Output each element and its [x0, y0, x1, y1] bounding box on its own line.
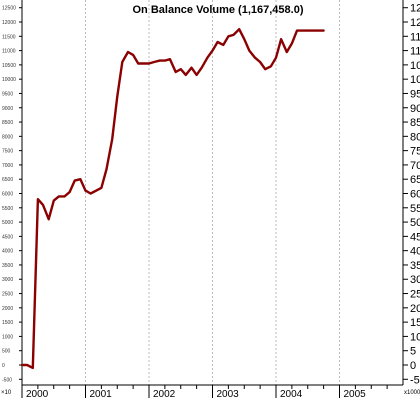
left-tick-label: 5000 [2, 220, 13, 226]
right-tick-label: 40 [410, 246, 420, 258]
right-axis-ticks: 1251201151101051009590858075706560555045… [403, 3, 420, 386]
left-tick-label: 8500 [2, 120, 13, 126]
chart-title: On Balance Volume (1,167,458.0) [133, 4, 304, 16]
left-tick-label: 9500 [2, 91, 13, 97]
left-tick-label: 12000 [2, 20, 16, 26]
left-tick-label: 7500 [2, 149, 13, 155]
right-tick-label: 90 [410, 103, 420, 115]
right-axis-unit: x1000 [404, 390, 420, 396]
left-tick-label: 5500 [2, 206, 13, 212]
right-tick-label: 20 [410, 303, 420, 315]
right-tick-label: 75 [410, 146, 420, 158]
right-tick-label: -5 [410, 374, 420, 386]
left-tick-label: 8000 [2, 134, 13, 140]
x-tick-label-2000: 2000 [26, 389, 49, 400]
right-tick-label: 55 [410, 203, 420, 215]
right-tick-label: 80 [410, 131, 420, 143]
x-tick-label-2005: 2005 [344, 389, 367, 400]
left-tick-label: 4500 [2, 234, 13, 240]
right-tick-label: 35 [410, 260, 420, 272]
right-tick-label: 115 [410, 31, 420, 43]
right-tick-label: 50 [410, 217, 420, 229]
right-tick-label: 125 [410, 3, 420, 15]
x-tick-label-2002: 2002 [153, 389, 176, 400]
left-tick-label: 12500 [2, 6, 16, 12]
right-tick-label: 65 [410, 174, 420, 186]
x-tick-label-2001: 2001 [90, 389, 113, 400]
right-tick-label: 95 [410, 88, 420, 100]
left-tick-label: 10000 [2, 77, 16, 83]
right-tick-label: 100 [410, 74, 420, 86]
x-tick-label-2004: 2004 [280, 389, 303, 400]
left-tick-label: 0 [2, 363, 5, 369]
left-axis-unit: ×10 [1, 390, 12, 396]
right-tick-label: 0 [410, 360, 416, 372]
right-tick-label: 70 [410, 160, 420, 172]
right-tick-label: 45 [410, 231, 420, 243]
right-tick-label: 30 [410, 274, 420, 286]
right-tick-label: 60 [410, 189, 420, 201]
left-tick-label: 500 [2, 349, 11, 355]
right-tick-label: 25 [410, 289, 420, 301]
left-tick-label: 6500 [2, 177, 13, 183]
left-tick-label: 1500 [2, 320, 13, 326]
left-tick-label: 11500 [2, 34, 16, 40]
left-tick-label: -500 [2, 377, 12, 383]
right-tick-label: 10 [410, 331, 420, 343]
left-tick-label: 9000 [2, 106, 13, 112]
right-tick-label: 120 [410, 17, 420, 29]
right-tick-label: 105 [410, 60, 420, 72]
left-tick-label: 7000 [2, 163, 13, 169]
left-tick-label: 2000 [2, 306, 13, 312]
right-tick-label: 5 [410, 346, 416, 358]
left-tick-label: 3500 [2, 263, 13, 269]
left-tick-label: 2500 [2, 292, 13, 298]
left-tick-label: 3000 [2, 277, 13, 283]
left-tick-label: 6000 [2, 192, 13, 198]
left-tick-label: 10500 [2, 63, 16, 69]
x-axis-ticks: 2000 2001 2002 2003 2004 2005 [21, 385, 388, 400]
x-tick-label-2003: 2003 [217, 389, 240, 400]
obv-series-line [20, 28, 325, 370]
left-tick-label: 1000 [2, 334, 13, 340]
right-tick-label: 15 [410, 317, 420, 329]
right-tick-label: 85 [410, 117, 420, 129]
left-axis-ticks: 1250012000115001100010500100009500900085… [2, 6, 22, 383]
left-tick-label: 11000 [2, 49, 16, 55]
left-tick-label: 4000 [2, 249, 13, 255]
right-tick-label: 110 [410, 46, 420, 58]
